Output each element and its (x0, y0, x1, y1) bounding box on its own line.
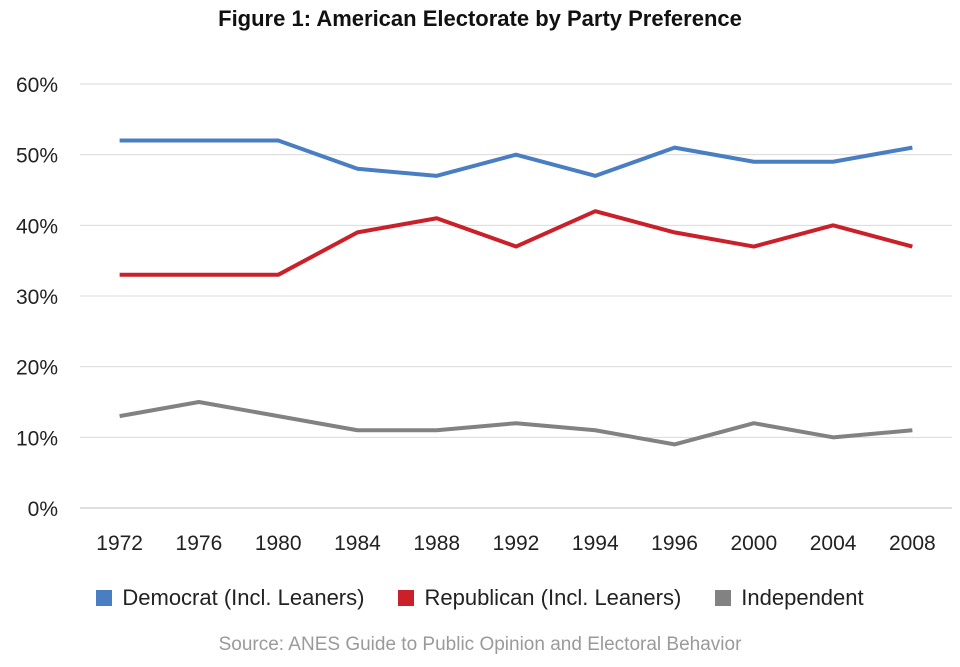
legend: Democrat (Incl. Leaners) Republican (Inc… (0, 585, 960, 611)
x-tick-label: 1984 (334, 532, 381, 555)
series-line-1 (119, 209, 913, 277)
x-tick-label: 1992 (493, 532, 540, 555)
y-tick-label: 30% (16, 286, 58, 309)
y-tick-label: 60% (16, 74, 58, 97)
legend-item-democrat: Democrat (Incl. Leaners) (96, 585, 364, 611)
legend-swatch (398, 590, 415, 606)
legend-item-independent: Independent (715, 585, 864, 611)
x-tick-label: 2000 (730, 532, 777, 555)
x-tick-label: 2008 (889, 532, 936, 555)
x-tick-label: 1972 (96, 532, 143, 555)
x-tick-label: 1980 (255, 532, 302, 555)
y-tick-label: 0% (28, 498, 58, 521)
legend-label: Independent (741, 585, 864, 610)
legend-item-republican: Republican (Incl. Leaners) (398, 585, 681, 611)
y-tick-label: 10% (16, 427, 58, 450)
x-tick-label: 1976 (176, 532, 223, 555)
x-tick-label: 2004 (810, 532, 857, 555)
legend-swatch (715, 590, 732, 606)
y-tick-label: 50% (16, 145, 58, 168)
chart-title: Figure 1: American Electorate by Party P… (218, 6, 742, 31)
legend-swatch (96, 590, 113, 606)
x-tick-label: 1996 (651, 532, 698, 555)
x-tick-label: 1994 (572, 532, 619, 555)
x-tick-label: 1988 (413, 532, 460, 555)
series-line-0 (119, 138, 913, 178)
legend-label: Democrat (Incl. Leaners) (122, 585, 365, 610)
source-note: Source: ANES Guide to Public Opinion and… (218, 634, 742, 655)
y-tick-label: 20% (16, 357, 58, 380)
y-tick-label: 40% (16, 215, 58, 238)
legend-label: Republican (Incl. Leaners) (424, 585, 682, 610)
